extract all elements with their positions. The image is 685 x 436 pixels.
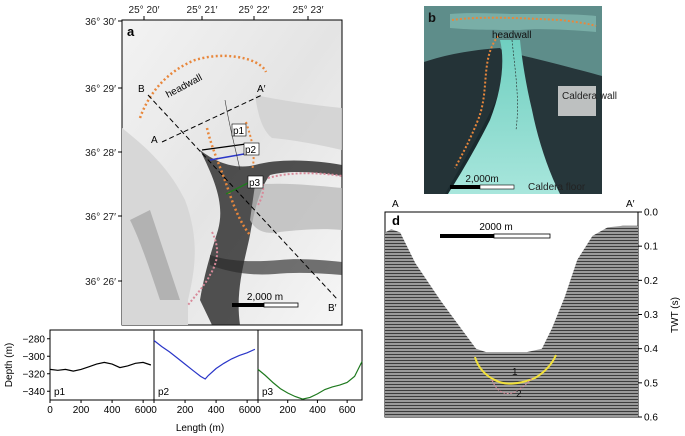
profile-series-p1 bbox=[49, 361, 152, 372]
y-tick-label: −280 bbox=[22, 334, 45, 345]
left-tick-label: 36° 30′ bbox=[85, 17, 116, 28]
twt-tick-label: 0.0 bbox=[644, 208, 658, 219]
map-relief bbox=[122, 95, 342, 325]
top-tick-label: 25° 20′ bbox=[129, 5, 160, 16]
profile-line-p3 bbox=[225, 180, 253, 195]
twt-axis-title: TWT (s) bbox=[670, 297, 681, 333]
y-tick-label: −340 bbox=[22, 387, 45, 398]
profile-label-p3: p3 bbox=[249, 178, 261, 189]
panel-b: b headwall Caldera wall Caldera floor 2,… bbox=[424, 6, 617, 194]
profile-line-p1 bbox=[201, 143, 247, 151]
map-left-tick-marks bbox=[118, 20, 122, 282]
x-tick-label: 0 bbox=[151, 405, 157, 416]
left-tick-label: 36° 29′ bbox=[85, 84, 116, 95]
twt-tick-label: 0.1 bbox=[644, 242, 658, 253]
panel-c: c p10200400600p20200400600p30200400600−2… bbox=[4, 329, 363, 434]
line-label-a: A bbox=[151, 135, 158, 146]
headwall-outline bbox=[138, 54, 268, 119]
profile-frame-p3 bbox=[257, 329, 363, 401]
y-tick-label: −320 bbox=[22, 369, 45, 380]
seismic-scale-label: 2000 m bbox=[479, 222, 512, 233]
panel-b-headwall-label: headwall bbox=[492, 30, 531, 41]
profile-series-label: p3 bbox=[262, 387, 274, 398]
x-tick-label: 200 bbox=[279, 405, 296, 416]
map-top-ticks: 25° 20′ 25° 21′ 25° 22′ 25° 23′ bbox=[129, 5, 324, 16]
seismic-end-a-prime: A′ bbox=[626, 199, 635, 210]
unit-1-outline bbox=[474, 354, 557, 385]
seismic-profile bbox=[385, 225, 638, 417]
profile-series-label: p1 bbox=[54, 387, 66, 398]
panel-letter-d: d bbox=[392, 213, 400, 228]
twt-tick-label: 0.4 bbox=[644, 344, 658, 355]
map-scale-label: 2,000 m bbox=[247, 292, 283, 303]
x-tick-label: 400 bbox=[309, 405, 326, 416]
caldera-floor-label: Caldera floor bbox=[528, 182, 586, 193]
profile-label-p1: p1 bbox=[233, 126, 245, 137]
line-label-b-prime: B′ bbox=[328, 303, 337, 314]
profile-series-p3 bbox=[257, 361, 363, 400]
x-tick-label: 0 bbox=[47, 405, 53, 416]
x-tick-label: 600 bbox=[135, 405, 152, 416]
x-tick-label: 200 bbox=[73, 405, 90, 416]
unit-2-outline bbox=[491, 377, 533, 395]
thalweg bbox=[224, 99, 241, 171]
twt-axis: 0.0 0.1 0.2 0.3 0.4 0.5 0.6 bbox=[638, 208, 658, 424]
seismic-scale-bar: 2000 m bbox=[440, 222, 551, 239]
c-ylabel: Depth (m) bbox=[4, 343, 15, 387]
left-tick-label: 36° 28′ bbox=[85, 148, 116, 159]
unit-label-1: 1 bbox=[512, 367, 518, 378]
seismic-end-a: A bbox=[392, 199, 399, 210]
line-label-b: B bbox=[138, 84, 145, 95]
profile-frame-p2 bbox=[153, 329, 259, 401]
map-scale-bar: 2,000 m bbox=[232, 292, 299, 308]
x-tick-label: 0 bbox=[255, 405, 261, 416]
caldera-floor-shape bbox=[448, 40, 560, 194]
panel-letter-a: a bbox=[127, 24, 135, 39]
caldera-rim bbox=[187, 172, 343, 306]
panel-d: 1 2 d A A′ 2000 m 0.00.10.20.30.40.50.6 … bbox=[384, 199, 681, 424]
profile-frame-p1 bbox=[49, 329, 155, 401]
twt-tick-label: 0.3 bbox=[644, 310, 658, 321]
line-a-a-prime bbox=[161, 94, 263, 143]
x-tick-label: 600 bbox=[339, 405, 356, 416]
profile-series-p2 bbox=[153, 340, 256, 380]
left-tick-label: 36° 26′ bbox=[85, 277, 116, 288]
twt-tick-label: 0.2 bbox=[644, 276, 658, 287]
x-tick-label: 600 bbox=[239, 405, 256, 416]
top-tick-label: 25° 21′ bbox=[187, 5, 218, 16]
panel-b-scale-bar: 2,000m bbox=[450, 174, 515, 190]
map-top-tick-marks bbox=[143, 16, 309, 20]
top-tick-label: 25° 22′ bbox=[239, 5, 270, 16]
twt-tick-label: 0.6 bbox=[644, 413, 658, 424]
twt-tick-label: 0.5 bbox=[644, 378, 658, 389]
x-tick-label: 400 bbox=[104, 405, 121, 416]
panel-a: 25° 20′ 25° 21′ 25° 22′ 25° 23′ 36° 30′ … bbox=[85, 5, 343, 326]
y-tick-label: −300 bbox=[22, 352, 45, 363]
line-label-a-prime: A′ bbox=[257, 84, 266, 95]
caldera-rim-lower bbox=[257, 179, 265, 206]
left-tick-label: 36° 27′ bbox=[85, 212, 116, 223]
channel-wall-right bbox=[245, 121, 255, 171]
line-b-b-prime bbox=[147, 94, 339, 301]
x-tick-label: 400 bbox=[208, 405, 225, 416]
channel-wall-left bbox=[205, 127, 251, 236]
panel-letter-b: b bbox=[428, 10, 436, 25]
x-tick-label: 200 bbox=[177, 405, 194, 416]
top-tick-label: 25° 23′ bbox=[293, 5, 324, 16]
c-xlabel: Length (m) bbox=[176, 423, 224, 434]
profile-label-p2: p2 bbox=[245, 145, 257, 156]
map-left-ticks: 36° 30′ 36° 29′ 36° 28′ 36° 27′ 36° 26′ bbox=[85, 17, 116, 288]
profile-line-p2 bbox=[209, 153, 245, 161]
caldera-wall-label: Caldera wall bbox=[562, 91, 617, 102]
panel-b-scale-label: 2,000m bbox=[465, 174, 498, 185]
profile-series-label: p2 bbox=[158, 387, 170, 398]
unit-label-2: 2 bbox=[516, 389, 522, 400]
